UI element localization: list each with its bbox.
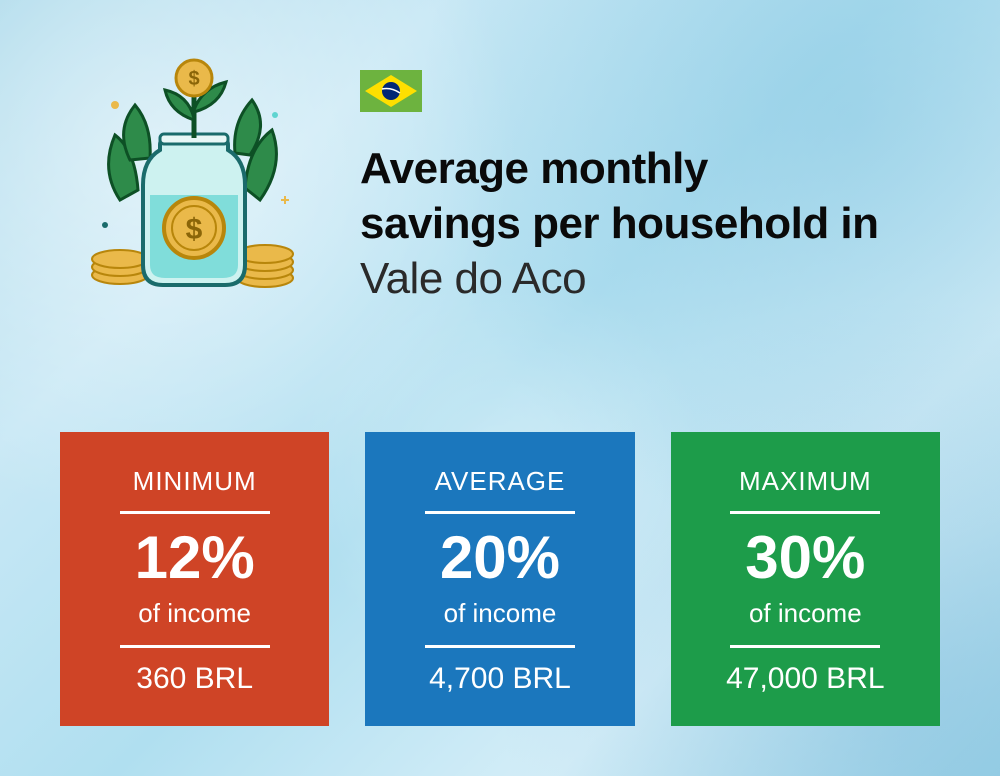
card-label: AVERAGE: [435, 466, 566, 497]
card-percent: 12%: [135, 528, 255, 588]
divider: [120, 511, 270, 514]
svg-text:$: $: [188, 68, 199, 90]
divider: [425, 645, 575, 648]
card-percent: 30%: [745, 528, 865, 588]
title-line-1: Average monthly: [360, 144, 708, 193]
card-label: MAXIMUM: [739, 466, 872, 497]
header-text: Average monthly savings per household in…: [360, 50, 940, 306]
coin-stack-left-icon: [92, 250, 148, 284]
page-title: Average monthly savings per household in…: [360, 141, 940, 306]
brazil-flag-icon: [360, 70, 422, 112]
card-amount: 47,000 BRL: [726, 662, 884, 696]
header: $ $ Average monthly savings per househol…: [60, 50, 940, 310]
stat-cards: MINIMUM 12% of income 360 BRL AVERAGE 20…: [60, 432, 940, 726]
card-subtitle: of income: [749, 598, 862, 629]
divider: [730, 511, 880, 514]
title-line-2: savings per household in: [360, 199, 879, 248]
card-amount: 4,700 BRL: [429, 662, 571, 696]
card-subtitle: of income: [444, 598, 557, 629]
svg-text:$: $: [186, 213, 203, 246]
card-amount: 360 BRL: [136, 662, 253, 696]
stat-card-maximum: MAXIMUM 30% of income 47,000 BRL: [671, 432, 940, 726]
stat-card-average: AVERAGE 20% of income 4,700 BRL: [365, 432, 634, 726]
divider: [730, 645, 880, 648]
stat-card-minimum: MINIMUM 12% of income 360 BRL: [60, 432, 329, 726]
card-subtitle: of income: [138, 598, 251, 629]
savings-jar-icon: $ $: [60, 50, 320, 310]
title-location: Vale do Aco: [360, 254, 586, 303]
divider: [120, 645, 270, 648]
savings-jar-illustration: $ $: [60, 50, 320, 310]
card-percent: 20%: [440, 528, 560, 588]
card-label: MINIMUM: [133, 466, 257, 497]
divider: [425, 511, 575, 514]
